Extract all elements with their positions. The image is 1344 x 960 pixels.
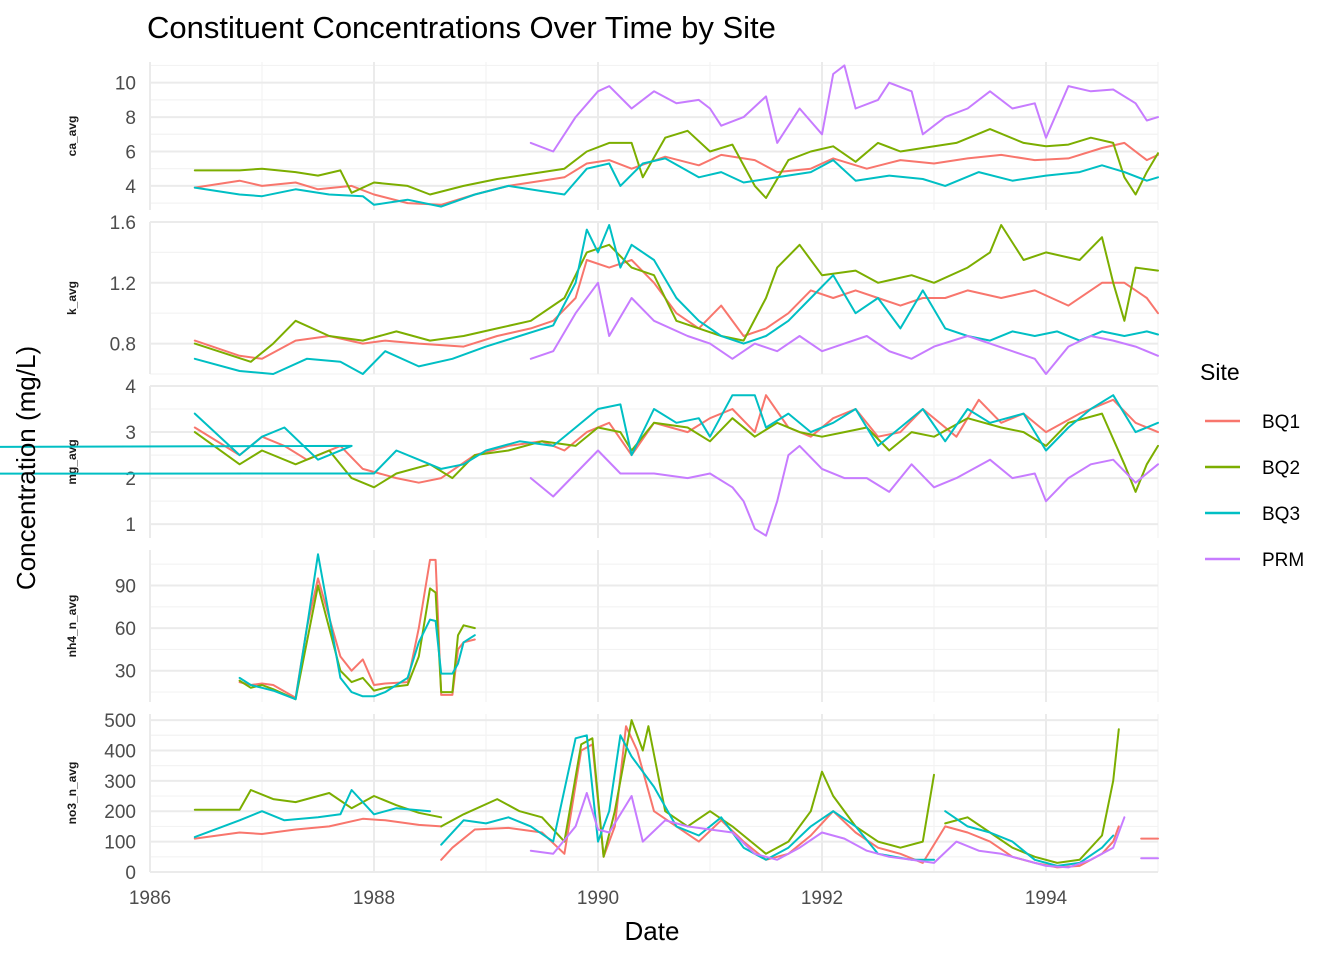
y-tick-label: 90 — [115, 577, 136, 598]
legend-item-bq3: BQ3 — [1205, 504, 1300, 525]
series-line-bq1 — [193, 141, 1159, 206]
panel-ca_avg: 4 6 8 10 ca_avg — [65, 62, 1159, 210]
series-line-bq1 — [193, 817, 443, 840]
y-tick-label: 500 — [104, 711, 136, 732]
series-line-bq1 — [193, 394, 1159, 484]
legend-item-bq1: BQ1 — [1205, 412, 1300, 433]
series-line-bq3 — [193, 789, 431, 839]
facet-label: no3_n_avg — [65, 762, 79, 825]
y-tick-label: 6 — [125, 142, 136, 163]
legend-item-bq2: BQ2 — [1205, 458, 1300, 479]
y-tick-label: 1 — [125, 515, 136, 536]
panel-nh4_n_avg: 30 60 90 nh4_n_avg — [65, 550, 1159, 702]
facet-label: nh4_n_avg — [65, 595, 79, 658]
x-axis-title: Date — [625, 916, 680, 946]
y-tick-label: 1.6 — [110, 213, 136, 234]
y-tick-label: 400 — [104, 741, 136, 762]
y-tick-label: 8 — [125, 108, 136, 129]
chart-panels: 46810ca_avg0.81.21.6k_avg1234mg_avg30609… — [0, 62, 1159, 884]
series-line-bq3 — [193, 157, 1159, 208]
y-tick-label: 30 — [115, 662, 136, 683]
series-line-prm — [529, 281, 1159, 375]
legend-label: BQ1 — [1262, 412, 1300, 433]
y-tick-label: 2 — [125, 469, 136, 490]
series-line-bq2 — [440, 719, 935, 858]
legend-label: PRM — [1262, 550, 1304, 571]
x-tick-label: 1986 — [129, 888, 171, 909]
series-line-bq2 — [193, 412, 1159, 493]
legend-item-prm: PRM — [1205, 550, 1304, 571]
x-axis: 1986 1988 1990 1992 1994 — [129, 888, 1068, 909]
legend: Site BQ1 BQ2 BQ3 PRM — [1200, 359, 1304, 571]
legend-label: BQ3 — [1262, 504, 1300, 525]
series-line-bq3 — [0, 394, 1159, 475]
legend-title: Site — [1200, 359, 1240, 385]
y-tick-label: 4 — [125, 377, 136, 398]
y-tick-label: 10 — [115, 74, 136, 95]
legend-label: BQ2 — [1262, 458, 1300, 479]
y-tick-label: 4 — [125, 177, 136, 198]
y-tick-label: 3 — [125, 423, 136, 444]
x-tick-label: 1992 — [801, 888, 843, 909]
facet-label: k_avg — [65, 281, 79, 315]
y-tick-label: 0 — [125, 863, 136, 884]
y-axis-title: Concentration (mg/L) — [11, 346, 41, 590]
series-line-bq2 — [193, 128, 1159, 199]
series-line-bq3 — [440, 734, 935, 861]
series-line-bq3 — [944, 810, 1115, 867]
y-tick-label: 0.8 — [110, 335, 136, 356]
series-line-prm — [529, 792, 1126, 869]
y-tick-label: 100 — [104, 833, 136, 854]
series-line-bq3 — [193, 224, 1159, 375]
series-line-bq2 — [193, 789, 443, 819]
series-line-bq1 — [193, 259, 1159, 360]
series-line-prm — [529, 64, 1159, 153]
y-tick-label: 300 — [104, 772, 136, 793]
y-tick-label: 1.2 — [110, 274, 136, 295]
chart-title: Constituent Concentrations Over Time by … — [147, 10, 776, 45]
x-tick-label: 1994 — [1025, 888, 1068, 909]
x-tick-label: 1988 — [353, 888, 395, 909]
series-line-bq2 — [193, 224, 1159, 363]
series-line-prm — [529, 444, 1159, 537]
series-line-bq2 — [944, 728, 1120, 864]
panel-no3_n_avg: 0 100 200 300 400 500 no3_n_avg — [65, 711, 1159, 884]
series-line-bq3 — [238, 553, 476, 701]
facet-label: ca_avg — [65, 116, 79, 157]
y-tick-label: 200 — [104, 802, 136, 823]
y-tick-label: 60 — [115, 619, 136, 640]
series-line-bq1 — [238, 558, 476, 699]
panel-k_avg: 0.8 1.2 1.6 k_avg — [65, 213, 1159, 375]
x-tick-label: 1990 — [577, 888, 619, 909]
